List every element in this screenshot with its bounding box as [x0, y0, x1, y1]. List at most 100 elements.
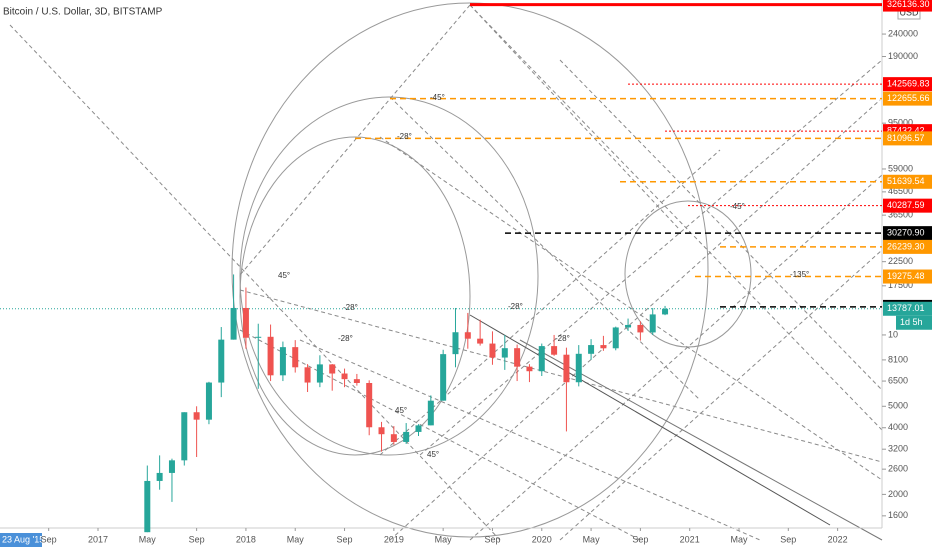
- x-tick-label: 2021: [680, 534, 700, 544]
- price-label: 81096.57: [887, 133, 925, 143]
- candle-body: [612, 327, 619, 349]
- x-tick-label: May: [730, 534, 748, 544]
- price-box: [883, 301, 932, 316]
- candle-body: [403, 431, 410, 442]
- trend-line: [239, 4, 471, 276]
- candle-body: [600, 345, 607, 349]
- countdown: 1d 5h: [900, 317, 923, 327]
- candle-body: [440, 354, 447, 401]
- candle-body: [514, 348, 521, 367]
- angle-label: 45°: [427, 450, 439, 459]
- x-tick-label: Sep: [41, 534, 57, 544]
- candle-body: [575, 353, 582, 383]
- candle-body: [588, 345, 595, 354]
- circle: [231, 2, 709, 538]
- x-tick-label: May: [583, 534, 601, 544]
- candle-body: [341, 373, 348, 380]
- cursor-label: 23 Aug '15: [2, 534, 44, 544]
- price-label: 51639.54: [887, 176, 925, 186]
- candle-body: [156, 472, 163, 481]
- price-box: [883, 174, 932, 189]
- price-label: 142569.83: [887, 79, 930, 89]
- candle-body: [316, 364, 323, 383]
- y-tick-label: 6500: [888, 375, 908, 385]
- x-tick-label: 2017: [88, 534, 108, 544]
- y-tick-label: 240000: [888, 28, 918, 38]
- candle-body: [625, 324, 632, 328]
- trend-line: [379, 149, 721, 456]
- price-label: 87432.42: [887, 126, 925, 136]
- candle-body: [366, 382, 373, 428]
- x-tick-label: Sep: [337, 534, 353, 544]
- price-label: 30270.90: [887, 228, 925, 238]
- price-box: [883, 91, 932, 106]
- circle: [239, 136, 471, 456]
- price-box: [883, 131, 932, 146]
- candle-body: [452, 332, 459, 355]
- candle-body: [563, 354, 570, 383]
- candle-body: [477, 338, 484, 344]
- candle-body: [168, 460, 175, 473]
- countdown-box: [896, 315, 932, 330]
- price-box: [883, 198, 932, 213]
- y-tick-label: 22500: [888, 256, 913, 266]
- candle-body: [390, 434, 397, 442]
- trend-line: [419, 59, 883, 456]
- x-tick-label: 2019: [384, 534, 404, 544]
- candle-body: [230, 307, 237, 340]
- price-label: 40287.59: [887, 200, 925, 210]
- trend-line: [239, 289, 883, 463]
- x-tick-label: 2018: [236, 534, 256, 544]
- candle-body: [637, 324, 644, 333]
- price-label: 13787.01: [887, 303, 925, 313]
- price-box: [883, 226, 932, 241]
- angle-label: -28°: [343, 303, 358, 312]
- candle-body: [538, 346, 545, 372]
- price-box: [883, 0, 932, 12]
- x-tick-label: 2022: [828, 534, 848, 544]
- x-tick-label: May: [287, 534, 305, 544]
- x-tick-label: Sep: [632, 534, 648, 544]
- y-tick-label: 10: [888, 329, 898, 339]
- angle-label: 45°: [278, 271, 290, 280]
- chart-title: Bitcoin / U.S. Dollar, 3D, BITSTAMP: [3, 7, 163, 18]
- trend-line: [469, 4, 681, 231]
- candle-body: [205, 382, 212, 420]
- candle-body: [551, 346, 558, 355]
- candle-body: [662, 308, 669, 315]
- candle-body: [649, 314, 656, 333]
- trend-line: [559, 59, 883, 391]
- candle-body: [255, 336, 262, 338]
- candle-body: [353, 379, 360, 383]
- y-tick-label: 3200: [888, 444, 908, 454]
- trend-line: [239, 329, 641, 541]
- angle-label: -135°: [790, 270, 809, 279]
- price-label: 19275.48: [887, 271, 925, 281]
- y-tick-label: 5000: [888, 401, 908, 411]
- candle-body: [501, 348, 508, 358]
- angle-label: -28°: [338, 334, 353, 343]
- trend-line: [469, 174, 883, 541]
- candle-body: [267, 336, 274, 376]
- trend-line: [469, 4, 883, 431]
- y-tick-label: 2000: [888, 489, 908, 499]
- candle-body: [218, 339, 225, 383]
- y-tick-label: 95000: [888, 118, 913, 128]
- price-label: 122655.66: [887, 93, 930, 103]
- y-tick-label: 1600: [888, 510, 908, 520]
- candle-body: [193, 412, 200, 420]
- x-tick-label: Sep: [484, 534, 500, 544]
- price-label: 26239.30: [887, 241, 925, 251]
- angle-label: -28°: [397, 132, 412, 141]
- y-tick-label: 36500: [888, 210, 913, 220]
- candle-body: [427, 400, 434, 426]
- y-tick-label: 17500: [888, 280, 913, 290]
- candle-body: [378, 427, 385, 435]
- candle-body: [279, 347, 286, 376]
- x-tick-label: May: [435, 534, 453, 544]
- price-box: [883, 77, 932, 92]
- candle-body: [526, 366, 533, 372]
- y-tick-label: 8100: [888, 354, 908, 364]
